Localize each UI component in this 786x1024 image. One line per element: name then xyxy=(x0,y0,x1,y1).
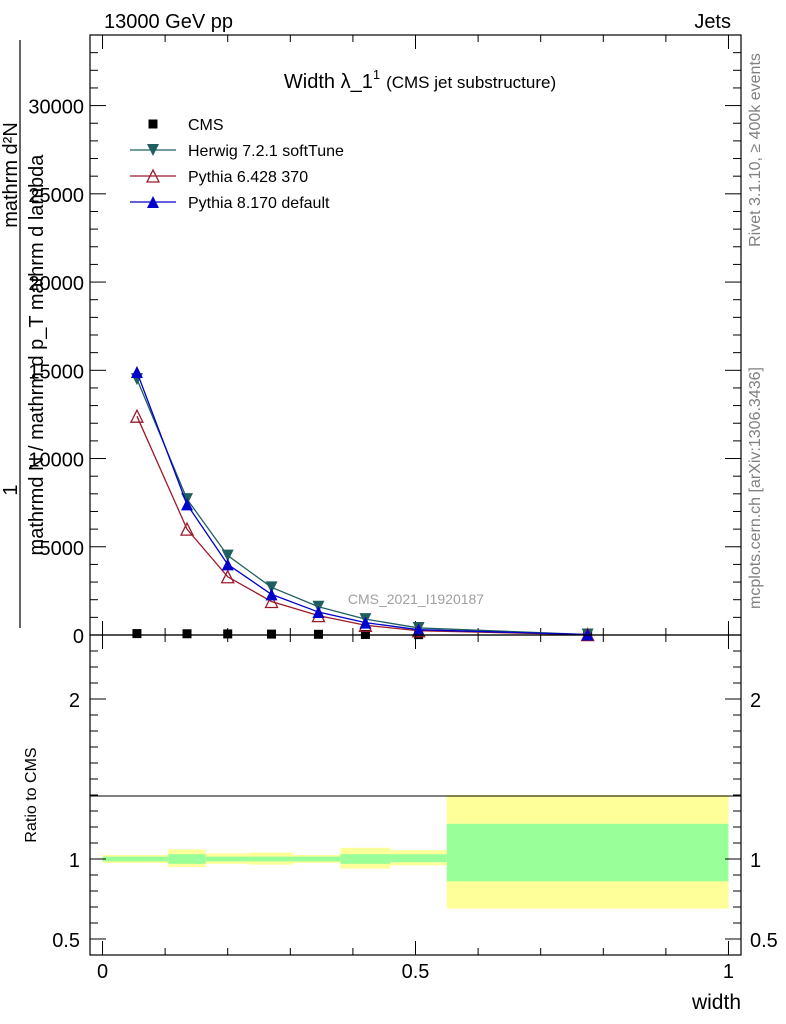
data-point xyxy=(267,629,277,639)
chart-title-sup: 1 xyxy=(373,67,380,82)
main-ticks: 0 5000 10000 15000 20000 25000 30000 xyxy=(28,35,741,648)
chart-title: Width λ_11 (CMS jet substructure) xyxy=(284,67,556,93)
ratio-y-tick-label-right: 1 xyxy=(750,850,761,872)
ratio-bands xyxy=(102,795,729,909)
series-line xyxy=(136,378,588,636)
legend: CMS Herwig 7.2.1 softTune Pythia 6.428 370… xyxy=(130,117,344,212)
data-point xyxy=(313,629,323,639)
legend-item: CMS xyxy=(148,117,224,134)
header-right: Jets xyxy=(694,11,731,33)
ylabel-numerator: mathrm d²N xyxy=(0,122,22,228)
legend-marker xyxy=(147,144,159,156)
data-point xyxy=(221,558,234,571)
data-point xyxy=(220,569,235,584)
data-point xyxy=(223,629,233,639)
main-y-tick-label: 5000 xyxy=(40,538,85,560)
ratio-y-tick-label: 0.5 xyxy=(52,930,80,952)
legend-marker xyxy=(145,168,161,183)
header-left: 13000 GeV pp xyxy=(104,11,233,33)
data-point xyxy=(265,588,278,601)
ratio-band-inner xyxy=(249,856,294,862)
data-point xyxy=(264,594,279,609)
main-y-tick-label: 10000 xyxy=(28,450,84,472)
legend-label: CMS xyxy=(188,117,224,134)
ylabel-denominator: mathrmd N / mathrm d p_T mathrm d lambda xyxy=(26,154,48,556)
ratio-y-tick-label: 2 xyxy=(69,690,80,712)
main-y-tick-label: 0 xyxy=(73,626,84,648)
ratio-band-inner xyxy=(293,856,341,862)
chart-title-sub: (CMS jet substructure) xyxy=(386,73,556,92)
legend-item: Herwig 7.2.1 softTune xyxy=(130,143,344,160)
watermark: CMS_2021_I1920187 xyxy=(348,591,484,607)
x-tick-label: 0.5 xyxy=(402,961,430,983)
main-y-tick-label: 15000 xyxy=(28,361,84,383)
data-point xyxy=(130,366,143,379)
series-line xyxy=(136,415,588,636)
chart-title-main: Width λ_1 xyxy=(284,71,373,93)
ratio-band-inner xyxy=(340,854,391,864)
data-point xyxy=(412,623,425,636)
main-y-tick-label: 20000 xyxy=(28,273,84,295)
legend-marker xyxy=(148,119,158,129)
ratio-ylabel: Ratio to CMS xyxy=(23,747,40,842)
main-panel: 0 5000 10000 15000 20000 25000 30000 Width λ_1… xyxy=(28,34,742,648)
x-axis-label: width xyxy=(691,991,741,1014)
series-line xyxy=(136,371,588,636)
side-label-top: Rivet 3.1.10, ≥ 400k events xyxy=(747,53,764,247)
legend-label: Pythia 6.428 370 xyxy=(188,169,308,186)
ratio-frame xyxy=(89,634,742,956)
side-label-bottom: mcplots.cern.ch [arXiv:1306.3436] xyxy=(747,367,764,609)
ratio-y-tick-label: 1 xyxy=(69,850,80,872)
ratio-ticks: 0.5 0.5 1 1 2 2 xyxy=(52,635,778,955)
ratio-y-tick-label-right: 2 xyxy=(750,690,761,712)
ratio-panel: 0.5 0.5 1 1 2 2 Ratio to CMS xyxy=(23,634,778,956)
data-point xyxy=(181,498,194,511)
ratio-band-inner xyxy=(168,854,206,864)
legend-label: Pythia 8.170 default xyxy=(188,195,330,212)
main-series xyxy=(129,366,595,642)
legend-marker xyxy=(147,196,159,208)
main-ylabel: 1 mathrm d²N mathrmd N / mathrm d p_T ma… xyxy=(0,40,48,628)
legend-item: Pythia 8.170 default xyxy=(130,195,330,212)
data-point xyxy=(359,616,372,629)
series-pythia-8-170-default xyxy=(130,366,594,641)
main-y-tick-label: 30000 xyxy=(28,97,84,119)
series-cms xyxy=(132,629,593,640)
data-point xyxy=(221,549,234,562)
x-tick-labels: 0 0.5 1 xyxy=(97,961,734,983)
data-point xyxy=(132,629,142,639)
ratio-band-inner xyxy=(446,823,729,882)
data-point xyxy=(312,606,325,619)
x-tick-label: 0 xyxy=(97,961,108,983)
ratio-y-tick-label-right: 0.5 xyxy=(750,930,778,952)
legend-item: Pythia 6.428 370 xyxy=(130,168,308,186)
ratio-band-inner xyxy=(390,854,447,863)
ratio-band-inner xyxy=(205,856,250,862)
data-point xyxy=(179,521,195,536)
data-point xyxy=(265,581,278,594)
ratio-band-inner xyxy=(102,856,169,862)
main-y-tick-label: 25000 xyxy=(28,185,84,207)
ylabel-prefix: 1 xyxy=(0,484,22,495)
x-tick-label: 1 xyxy=(723,961,734,983)
legend-label: Herwig 7.2.1 softTune xyxy=(188,143,344,160)
data-point xyxy=(182,629,192,639)
data-point xyxy=(129,408,144,423)
